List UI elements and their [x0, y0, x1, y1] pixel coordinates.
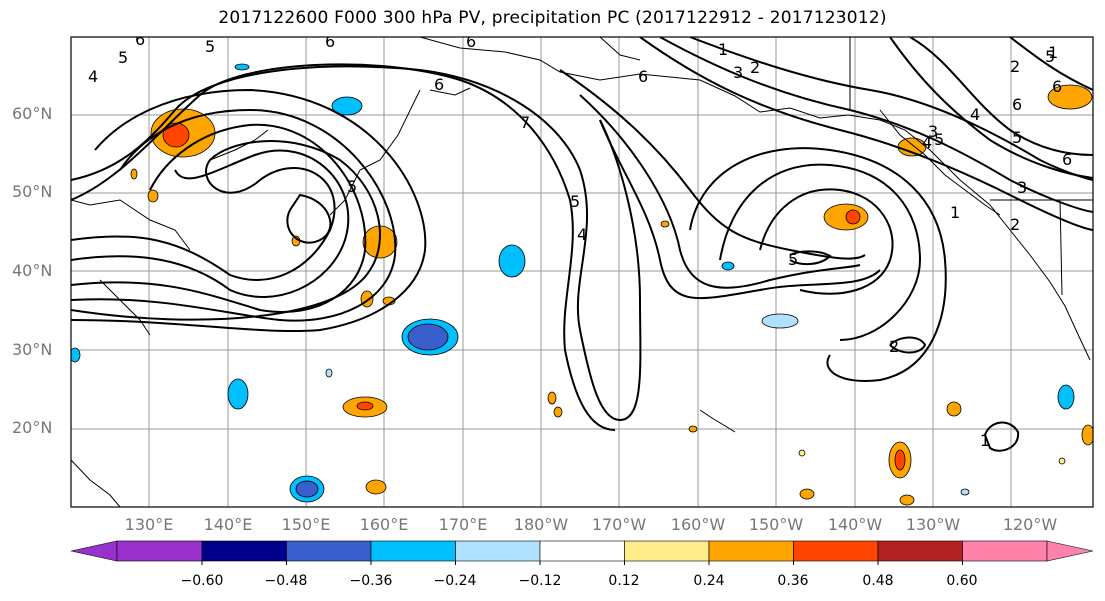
lon-label: 170°W [591, 515, 647, 534]
contour-label: 4 [970, 105, 980, 124]
lon-label: 140°E [203, 515, 253, 534]
contour-label: 7 [520, 113, 530, 132]
colorbar-tick-label: −0.36 [349, 573, 393, 589]
coastlines [71, 37, 1093, 507]
colorbar-tick-label: 0.60 [946, 573, 978, 589]
contour-label: 4 [88, 67, 98, 86]
contour-label: 2 [889, 337, 899, 356]
colorbar-extend-low [70, 540, 118, 562]
colorbar-tick-label: 0.48 [862, 573, 894, 589]
contour-label: 3 [1017, 178, 1027, 197]
contour-label: 2 [1010, 57, 1020, 76]
contour-label: 6 [1012, 95, 1022, 114]
contour-label: 6 [638, 67, 648, 86]
contour-label: 1 [950, 203, 960, 222]
lon-label: 160°W [670, 515, 726, 534]
map-frame [70, 36, 1094, 508]
contour-label: 1 [718, 40, 728, 59]
lat-label: 30°N [12, 340, 53, 359]
lon-label: 150°E [281, 515, 331, 534]
contour-label: 3 [928, 122, 938, 141]
lon-label: 160°E [359, 515, 409, 534]
lon-label: 120°W [1002, 515, 1058, 534]
lon-label: 130°E [124, 515, 174, 534]
contour-label: 1 [980, 431, 990, 450]
contour-label: 3 [733, 63, 743, 82]
lat-label: 40°N [12, 261, 53, 280]
lon-label: 180°W [513, 515, 569, 534]
colorbar-tick-label: −0.48 [264, 573, 308, 589]
colorbar-tick-label: −0.60 [180, 573, 224, 589]
lon-label: 170°E [438, 515, 488, 534]
contour-label: 5 [205, 37, 215, 56]
map-title: 2017122600 F000 300 hPa PV, precipitatio… [218, 8, 887, 28]
colorbar-tick-label: −0.24 [433, 573, 477, 589]
contour-labels: 5 6 6 5 6 4 6 5 5 7 6 1 3 2 4 5 6 3 5 4 … [88, 30, 1072, 450]
contour-label: 5 [1012, 128, 1022, 147]
lat-label: 50°N [12, 182, 53, 201]
contour-label: 6 [466, 32, 476, 51]
pv-contours [71, 37, 1093, 452]
contour-label: 6 [1052, 77, 1062, 96]
contour-label: 5 [788, 250, 798, 269]
colorbar-tick-label: 0.12 [608, 573, 640, 589]
contour-label: 6 [1062, 150, 1072, 169]
lat-label: 60°N [12, 104, 53, 123]
contour-label: 6 [325, 32, 335, 51]
lon-label: 150°W [748, 515, 804, 534]
contour-label: 6 [434, 75, 444, 94]
colorbar-extend-high [1046, 540, 1094, 562]
contour-label: 5 [1045, 47, 1055, 66]
colorbar [70, 540, 1094, 565]
contour-label: 5 [570, 192, 580, 211]
contour-label: 5 [118, 48, 128, 67]
contour-label: 2 [1010, 215, 1020, 234]
contour-label: 2 [750, 58, 760, 77]
contour-label: 5 [934, 130, 944, 149]
map-plot-area: 5 6 6 5 6 4 6 5 5 7 6 1 3 2 4 5 6 3 5 4 … [71, 30, 1093, 507]
colorbar-tick-label: 0.24 [693, 573, 725, 589]
colorbar-tick-label: −0.12 [518, 573, 562, 589]
graticule [71, 37, 1093, 507]
contour-label: 4 [577, 225, 587, 244]
colorbar-tick-label: 0.36 [777, 573, 809, 589]
contour-label: 1 [1048, 43, 1058, 62]
lat-label: 20°N [12, 418, 53, 437]
precip-shading [71, 63, 1093, 506]
contour-label: 6 [135, 30, 145, 49]
contour-label: 5 [347, 177, 357, 196]
contour-label: 4 [922, 133, 932, 152]
lon-label: 130°W [905, 515, 961, 534]
lon-label: 140°W [827, 515, 883, 534]
